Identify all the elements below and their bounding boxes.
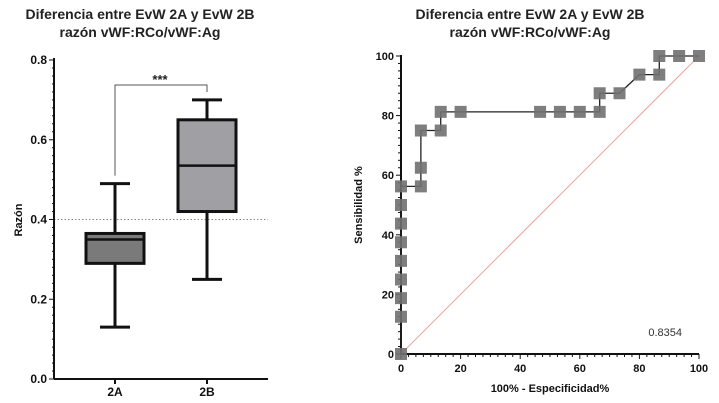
roc-point [395,236,407,249]
roc-point [414,124,427,137]
roc-point [395,217,407,230]
reference-diagonal [400,55,700,355]
y-tick-label: 40 [382,230,394,242]
y-tick-label: 0.2 [30,292,47,306]
roc-point [395,180,407,193]
x-tick-label: 20 [454,363,466,375]
roc-point [414,180,427,193]
roc-point [454,105,467,118]
x-tick-label: 40 [514,363,526,375]
right-xlabel: 100% - Especificidad% [491,383,610,395]
roc-point [395,292,407,305]
roc-point [653,68,666,81]
x-tick-label: 2B [199,385,215,399]
x-tick-label: 2A [107,385,123,399]
roc-point [553,105,566,118]
significance-label: *** [152,72,168,87]
y-tick-label: 0.4 [30,213,47,227]
x-tick-label: 0 [398,363,404,375]
roc-point [395,254,407,267]
left-title-line1: Diferencia entre EvW 2A y EvW 2B [25,6,254,22]
x-tick-label: 60 [574,363,586,375]
y-tick-label: 0.8 [30,53,47,67]
roc-point [633,68,646,81]
y-tick-label: 80 [382,111,394,123]
y-tick-label: 20 [382,289,394,301]
right-title-line1: Diferencia entre EvW 2A y EvW 2B [415,6,644,22]
roc-point [414,161,427,174]
y-tick-label: 100 [376,51,394,63]
y-tick-label: 60 [382,170,394,182]
roc-point [395,199,407,211]
auc-annotation: 0.8354 [648,327,682,339]
roc-point [653,50,666,62]
roc-point [395,348,407,360]
roc-point [395,310,407,323]
roc-point [673,50,686,62]
right-title-line2: razón vWF:RCo/vWF:Ag [450,24,611,40]
box-2A [84,231,146,265]
roc-point [573,105,586,118]
left-ylabel: Razón [13,203,25,236]
right-ylabel: Sensibilidad % [353,166,365,244]
roc-point [434,124,447,137]
x-tick-label: 100 [690,363,708,375]
y-tick-label: 0.6 [30,133,47,147]
left-title-line2: razón vWF:RCo/vWF:Ag [60,24,221,40]
roc-point [434,105,447,118]
y-tick-label: 0.0 [30,372,47,386]
roc-point [395,273,407,286]
roc-point [613,87,626,100]
roc-point [593,87,606,100]
roc-point [593,105,606,118]
x-tick-label: 80 [633,363,645,375]
roc-point [534,105,547,118]
roc-point [693,50,705,62]
significance-bracket [114,84,208,176]
y-tick-label: 0 [388,349,394,361]
